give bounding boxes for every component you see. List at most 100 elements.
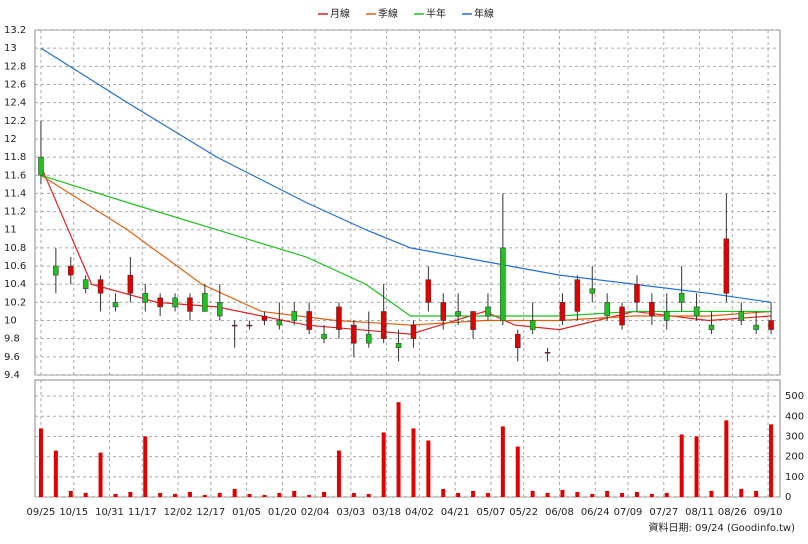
candle-body xyxy=(500,247,506,321)
candle-body xyxy=(231,324,238,327)
volume-bar xyxy=(173,493,178,497)
y2-tick-label: 400 xyxy=(785,411,804,422)
candle-body xyxy=(336,306,342,330)
candle-body xyxy=(380,311,387,339)
ma-line xyxy=(40,47,772,303)
candle-body xyxy=(53,265,59,276)
volume-bar xyxy=(113,493,118,497)
volume-bar xyxy=(709,490,714,497)
volume-bar xyxy=(232,488,237,497)
ma-line xyxy=(40,174,772,326)
candle-body xyxy=(544,352,551,354)
y-tick-label: 10.8 xyxy=(4,243,26,254)
x-tick-label: 12/02 xyxy=(164,507,193,518)
volume-bar xyxy=(83,492,88,497)
volume-bar xyxy=(396,402,401,497)
candle-body xyxy=(559,302,566,321)
x-tick-label: 08/26 xyxy=(718,507,747,518)
volume-bar xyxy=(187,491,192,497)
y-tick-label: 13 xyxy=(4,43,17,54)
volume-bar xyxy=(471,490,476,497)
volume-bar xyxy=(53,450,58,497)
candle-body xyxy=(68,265,74,276)
legend-label: 年線 xyxy=(474,7,494,20)
y-tick-label: 9.8 xyxy=(4,334,20,345)
volume-bar xyxy=(769,424,774,497)
x-tick-label: 02/04 xyxy=(301,507,330,518)
volume-bar xyxy=(411,428,416,497)
y-tick-label: 13.2 xyxy=(4,25,26,36)
y2-tick-label: 0 xyxy=(785,492,791,503)
volume-bar xyxy=(322,491,327,497)
x-tick-label: 06/24 xyxy=(581,507,610,518)
volume-panel xyxy=(34,379,781,498)
legend-label: 月線 xyxy=(330,7,350,20)
candle-body xyxy=(82,279,89,289)
x-tick-label: 10/31 xyxy=(95,507,124,518)
y-tick-label: 12.4 xyxy=(4,98,26,109)
volume-bar xyxy=(739,488,744,497)
candle-body xyxy=(649,302,655,317)
volume-bar xyxy=(307,494,312,497)
y-tick-label: 11 xyxy=(4,225,17,236)
x-tick-label: 05/07 xyxy=(477,507,506,518)
candle-body xyxy=(351,324,357,344)
candle-body xyxy=(157,297,163,308)
x-tick-label: 08/11 xyxy=(685,507,714,518)
x-tick-label: 07/27 xyxy=(649,507,678,518)
candle-body xyxy=(38,156,44,176)
volume-bar xyxy=(98,452,103,497)
x-tick-label: 10/15 xyxy=(59,507,88,518)
x-tick-label: 11/17 xyxy=(128,507,157,518)
volume-bar xyxy=(143,436,148,497)
volume-bar xyxy=(545,492,550,497)
legend-label: 半年 xyxy=(426,7,446,20)
volume-bar xyxy=(515,446,520,497)
x-tick-label: 03/18 xyxy=(372,507,401,518)
volume-bar xyxy=(754,490,759,497)
volume-bar xyxy=(500,426,505,497)
candle-body xyxy=(395,342,402,349)
candle-body xyxy=(738,311,745,321)
x-tick-label: 03/03 xyxy=(336,507,365,518)
volume-bar xyxy=(679,434,684,497)
y-tick-label: 12.6 xyxy=(4,79,26,90)
volume-bar xyxy=(649,493,654,497)
candle-body xyxy=(589,288,596,294)
volume-bar xyxy=(441,488,446,497)
footer: 資料日期: 09/24 (Goodinfo.tw) xyxy=(648,521,795,534)
volume-bar xyxy=(620,492,625,497)
volume-bar xyxy=(217,492,222,497)
candle-body xyxy=(202,293,208,312)
candle-body xyxy=(217,302,223,317)
candle-body xyxy=(470,311,476,330)
candle-body xyxy=(455,311,461,317)
candle-body xyxy=(664,311,670,321)
volume-bar xyxy=(336,450,341,497)
candle-body xyxy=(291,311,298,321)
x-tick-label: 09/25 xyxy=(27,507,56,518)
candle-body xyxy=(634,283,640,303)
x-tick-label: 01/20 xyxy=(268,507,297,518)
y2-tick-label: 300 xyxy=(785,431,804,442)
candle-body xyxy=(261,315,268,321)
candle-body xyxy=(306,311,312,330)
volume-bar xyxy=(247,493,252,497)
candle-body xyxy=(693,306,700,317)
candle-body xyxy=(753,324,759,330)
volume-bar xyxy=(664,492,669,497)
x-tick-label: 09/10 xyxy=(754,507,783,518)
candle-body xyxy=(604,302,610,317)
volume-bar xyxy=(634,491,639,497)
x-tick-label: 04/02 xyxy=(405,507,434,518)
volume-bar xyxy=(292,490,297,497)
candle-body xyxy=(440,302,447,321)
y-tick-label: 9.4 xyxy=(4,370,20,381)
volume-bar xyxy=(456,492,461,497)
volume-bar xyxy=(485,492,490,497)
volume-bar xyxy=(202,494,207,497)
price-panel xyxy=(34,29,781,376)
candle-body xyxy=(142,293,149,303)
volume-bar xyxy=(68,490,73,497)
candle-body xyxy=(276,320,283,326)
